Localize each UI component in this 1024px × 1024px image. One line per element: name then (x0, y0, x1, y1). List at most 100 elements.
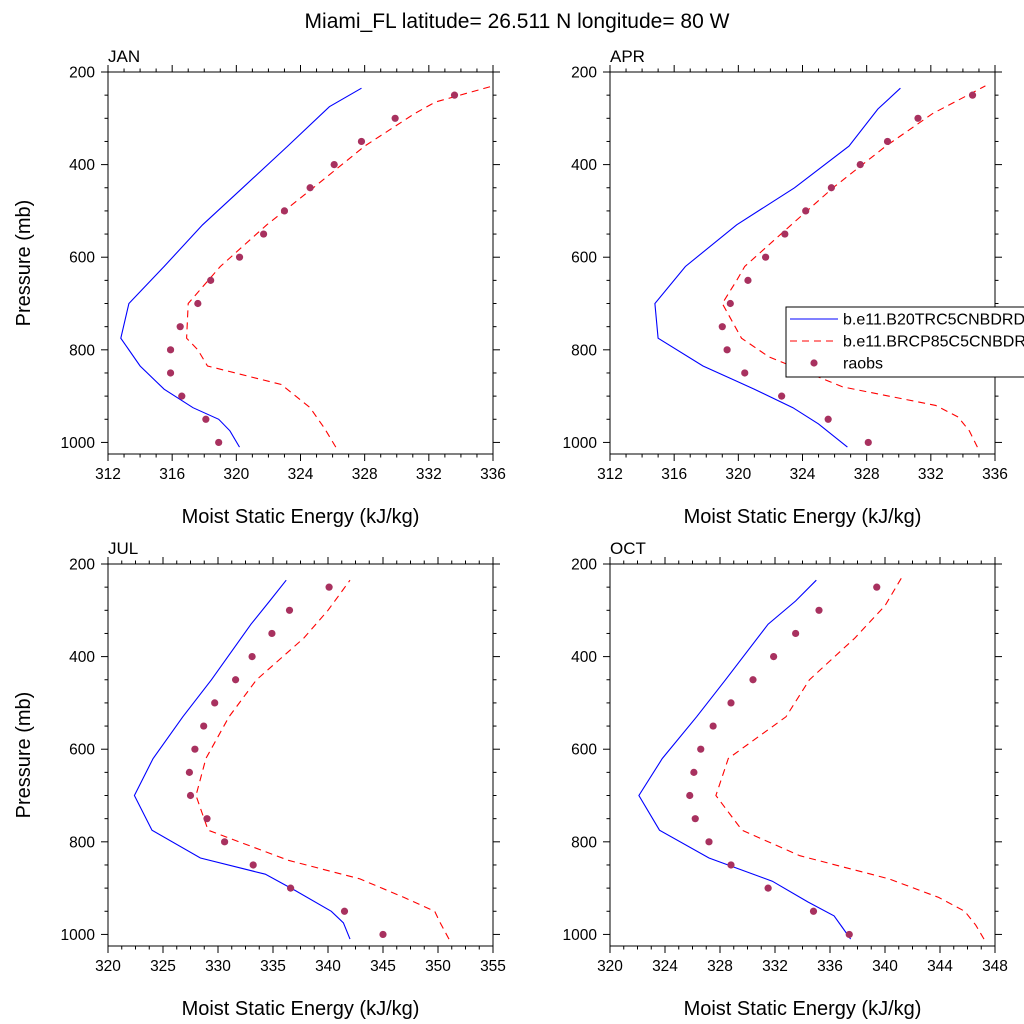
raobs-point (166, 346, 175, 354)
panel-title: JAN (108, 47, 140, 66)
panel-apr: APR 312 316 320 324 328 332 336 200 400 600 800 1000… (563, 47, 1024, 528)
y-tick-label: 600 (69, 742, 95, 759)
raobs-point (379, 930, 387, 939)
x-tick-label: 348 (982, 958, 1008, 975)
raobs-point (166, 369, 175, 377)
x-tick-label: 340 (315, 958, 341, 975)
raobs-point (185, 768, 193, 776)
raobs-point (249, 861, 257, 869)
x-axis-label: Moist Static Energy (kJ/kg) (684, 998, 922, 1020)
panel-title: OCT (610, 539, 646, 558)
x-tick-label: 320 (725, 466, 751, 483)
x-tick-label: 336 (817, 958, 843, 975)
raobs-point (176, 323, 184, 331)
y-tick-label: 400 (69, 157, 95, 174)
y-tick-label: 400 (571, 649, 597, 666)
y-tick-label: 600 (571, 742, 597, 759)
raobs-point (778, 392, 786, 400)
x-tick-label: 328 (352, 466, 378, 483)
series-line-dashed (715, 577, 985, 940)
y-tick-label: 600 (69, 250, 95, 267)
y-tick-label: 600 (571, 250, 597, 267)
raobs-point (287, 884, 295, 892)
raobs-point (873, 583, 881, 591)
raobs-point (741, 369, 749, 377)
raobs-point (815, 606, 823, 614)
y-tick-label: 200 (571, 65, 597, 82)
raobs-point (762, 253, 770, 261)
raobs-point (211, 699, 219, 707)
y-tick-label: 1000 (61, 435, 96, 452)
x-axis-label: Moist Static Energy (kJ/kg) (182, 998, 420, 1020)
y-tick-label: 200 (69, 65, 95, 82)
x-tick-label: 320 (597, 958, 623, 975)
raobs-point (792, 629, 800, 638)
raobs-point (260, 230, 268, 238)
raobs-point (686, 791, 694, 800)
raobs-point (705, 838, 713, 846)
raobs-point (280, 207, 289, 215)
legend: b.e11.B20TRC5CNBDRD b.e11.BRCP85C5CNBDRD r… (785, 306, 1024, 378)
raobs-point (802, 207, 810, 215)
raobs-point (203, 815, 211, 823)
panel-jul: JUL 320 325 330 335 340 345 350 355 200 400 600 800 1… (13, 539, 506, 1020)
raobs-point (824, 415, 832, 423)
x-axis-label: Moist Static Energy (kJ/kg) (684, 506, 922, 528)
x-tick-label: 328 (854, 466, 880, 483)
raobs-point (268, 629, 276, 638)
raobs-point (691, 815, 699, 823)
panel-jan: JAN 312 316 320 324 328 332 336 200 400 600 800 1000… (13, 47, 506, 528)
y-tick-label: 200 (69, 557, 95, 574)
x-tick-label: 320 (223, 466, 249, 483)
x-tick-label: 324 (652, 958, 678, 975)
raobs-point (330, 161, 338, 169)
raobs-point (727, 699, 735, 707)
raobs-point (340, 907, 349, 915)
raobs-point (749, 676, 757, 684)
legend-label: b.e11.B20TRC5CNBDRD (843, 312, 1024, 329)
raobs-point (202, 415, 210, 423)
x-tick-label: 312 (597, 466, 623, 483)
raobs-point (727, 861, 735, 869)
raobs-point (697, 745, 705, 753)
raobs-point (690, 768, 698, 776)
legend-swatch (810, 359, 818, 367)
x-tick-label: 324 (288, 466, 314, 483)
raobs-point (232, 676, 240, 684)
raobs-point (186, 791, 195, 800)
raobs-point (235, 253, 244, 261)
x-tick-label: 355 (480, 958, 506, 975)
y-axis-label: Pressure (mb) (13, 692, 35, 819)
legend-label: b.e11.BRCP85C5CNBDRD (843, 334, 1024, 351)
raobs-point (827, 184, 835, 192)
raobs-point (726, 299, 734, 308)
raobs-point (883, 137, 892, 146)
x-tick-label: 332 (416, 466, 442, 483)
y-tick-label: 400 (571, 157, 597, 174)
raobs-point (968, 91, 977, 99)
y-axis-label: Pressure (mb) (13, 200, 35, 327)
panel-title: JUL (108, 539, 138, 558)
raobs-point (178, 392, 186, 400)
y-tick-label: 400 (69, 649, 95, 666)
figure-title: Miami_FL latitude= 26.511 N longitude= 8… (305, 10, 730, 33)
raobs-point (325, 583, 333, 591)
raobs-point (744, 276, 752, 284)
y-tick-label: 1000 (563, 927, 598, 944)
series-line-solid (120, 87, 362, 448)
raobs-point (781, 230, 789, 238)
raobs-point (845, 930, 853, 939)
y-tick-label: 800 (69, 342, 95, 359)
x-tick-label: 332 (918, 466, 944, 483)
raobs-point (770, 653, 778, 661)
panel-title: APR (610, 47, 645, 66)
raobs-point (723, 346, 731, 354)
x-tick-label: 325 (150, 958, 176, 975)
y-tick-label: 200 (571, 557, 597, 574)
x-tick-label: 328 (707, 958, 733, 975)
legend-box (785, 306, 1024, 378)
raobs-point (248, 653, 256, 661)
x-tick-label: 324 (790, 466, 816, 483)
raobs-point (200, 722, 208, 730)
